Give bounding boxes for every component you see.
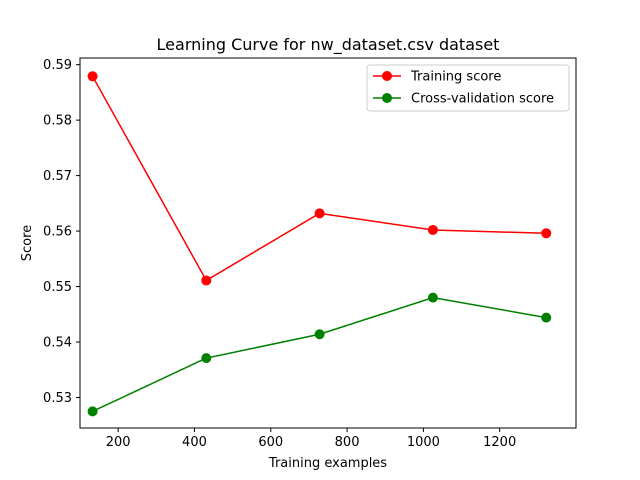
data-point (427, 292, 438, 303)
y-axis-ticks: 0.53 0.54 0.55 0.56 0.57 0.58 0.59 (43, 58, 80, 406)
series-layer (87, 71, 552, 417)
y-tick-label: 0.59 (43, 58, 72, 73)
data-point (314, 208, 325, 219)
x-axis-label: Training examples (268, 456, 387, 471)
legend-marker (382, 71, 392, 81)
y-axis-label: Score (20, 225, 35, 261)
y-tick-label: 0.53 (43, 391, 72, 406)
y-tick-label: 0.58 (43, 114, 72, 129)
data-point (87, 406, 98, 417)
legend-box (366, 64, 570, 112)
legend-entry: Cross-validation score (373, 92, 554, 107)
x-tick-label: 200 (106, 435, 131, 450)
legend-items: Training score Cross-validation score (373, 70, 554, 107)
data-point (541, 312, 552, 323)
plot-frame (79, 57, 577, 429)
data-point (314, 329, 325, 340)
data-point (201, 275, 212, 286)
legend-label: Training score (410, 70, 501, 85)
data-point (201, 353, 212, 364)
x-tick-label: 1200 (483, 435, 516, 450)
x-tick-label: 800 (335, 435, 360, 450)
data-point (541, 228, 552, 239)
x-tick-label: 1000 (407, 435, 440, 450)
chart-title: Learning Curve for nw_dataset.csv datase… (157, 35, 500, 55)
x-axis-ticks: 200 400 600 800 1000 1200 (106, 428, 516, 450)
y-tick-label: 0.56 (43, 225, 72, 240)
plot-background (80, 58, 576, 428)
data-point (87, 71, 98, 82)
legend-entry: Training score (373, 70, 501, 85)
y-tick-label: 0.54 (43, 336, 72, 351)
series-cross-validation-score (87, 292, 552, 417)
legend-marker (382, 93, 392, 103)
data-point (427, 224, 438, 235)
plot-area (79, 57, 577, 429)
legend-label: Cross-validation score (411, 92, 554, 107)
x-tick-label: 400 (182, 435, 207, 450)
series-training-score (87, 71, 552, 286)
y-tick-label: 0.55 (43, 280, 72, 295)
legend: Training score Cross-validation score (366, 64, 570, 112)
y-tick-label: 0.57 (43, 169, 72, 184)
x-tick-label: 600 (258, 435, 283, 450)
